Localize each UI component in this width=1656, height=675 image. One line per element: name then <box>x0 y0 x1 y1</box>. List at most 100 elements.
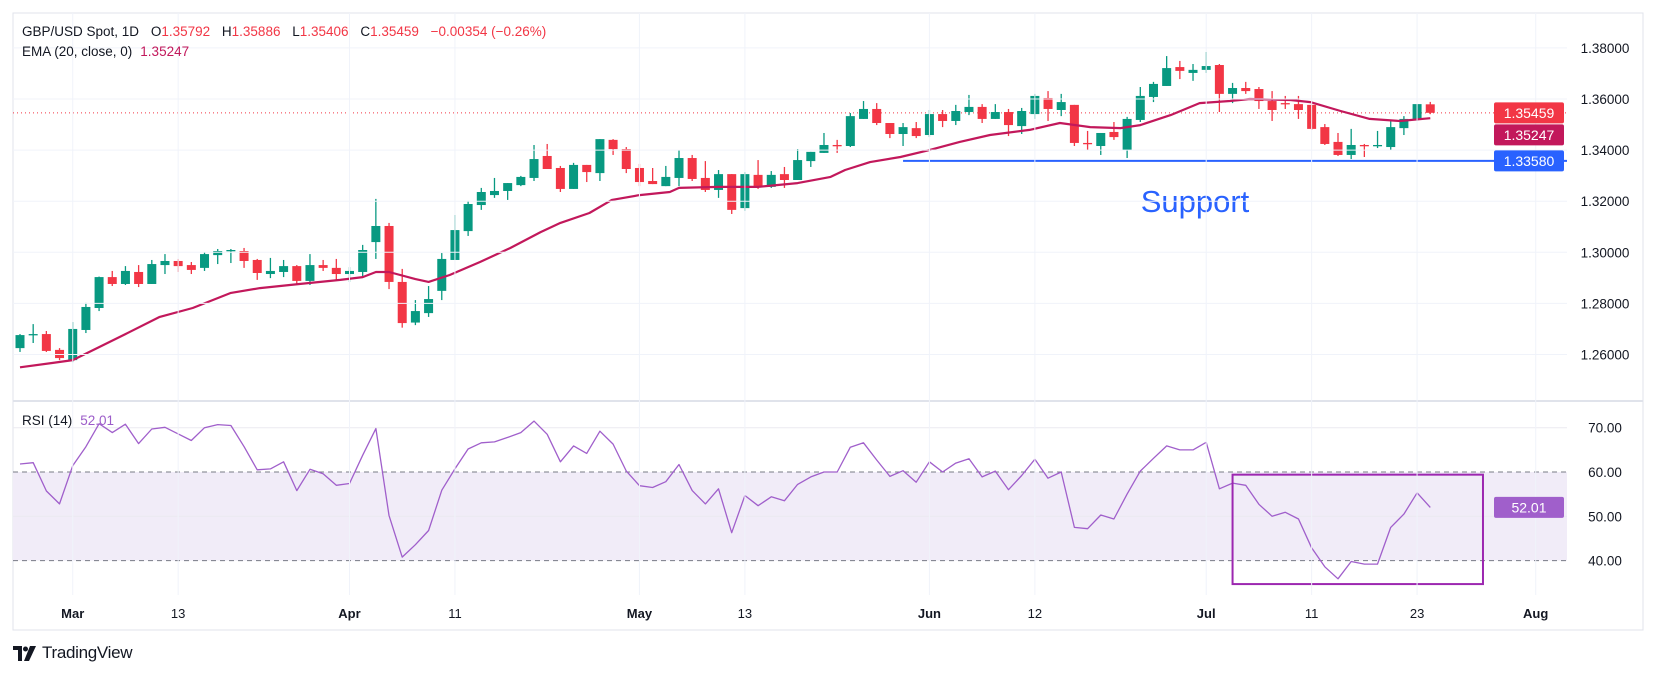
candle-down[interactable] <box>1043 91 1053 121</box>
candle-down[interactable] <box>252 258 262 280</box>
candle-body <box>1096 132 1106 147</box>
candle-up[interactable] <box>213 248 223 265</box>
candle-up[interactable] <box>1096 132 1106 155</box>
candle-down[interactable] <box>1320 124 1330 145</box>
candle-up[interactable] <box>424 286 434 317</box>
candle-up[interactable] <box>476 187 486 210</box>
candle-down[interactable] <box>727 174 737 214</box>
candle-down[interactable] <box>753 160 763 189</box>
candle-up[interactable] <box>1399 116 1409 136</box>
candle-body <box>1333 141 1343 155</box>
candle-down[interactable] <box>134 265 144 288</box>
symbol-title[interactable]: GBP/USD Spot, 1D <box>22 24 140 39</box>
candle-up[interactable] <box>1188 63 1198 81</box>
candle-up[interactable] <box>279 259 289 278</box>
candle-down[interactable] <box>885 123 895 139</box>
candle-up[interactable] <box>200 252 210 271</box>
candle-up[interactable] <box>503 183 513 200</box>
candle-up[interactable] <box>990 104 1000 119</box>
candle-down[interactable] <box>1254 86 1264 109</box>
candle-up[interactable] <box>147 259 157 284</box>
candle-down[interactable] <box>872 103 882 126</box>
candle-up[interactable] <box>1386 120 1396 151</box>
candle-down[interactable] <box>938 109 948 128</box>
candle-body <box>1148 83 1158 97</box>
candle-down[interactable] <box>1425 101 1435 115</box>
candle-up[interactable] <box>806 151 816 167</box>
candle-up[interactable] <box>1056 93 1066 117</box>
candle-up[interactable] <box>1346 128 1356 160</box>
candle-up[interactable] <box>305 254 315 286</box>
candle-down[interactable] <box>621 147 631 174</box>
candle-down[interactable] <box>648 167 658 185</box>
candle-up[interactable] <box>1135 86 1145 122</box>
x-tick-label: 11 <box>448 606 462 621</box>
candle-down[interactable] <box>186 262 196 275</box>
candle-up[interactable] <box>81 302 91 334</box>
candle-up[interactable] <box>674 150 684 187</box>
candle-down[interactable] <box>331 258 341 280</box>
candle-up[interactable] <box>516 175 526 187</box>
candle-up[interactable] <box>964 94 974 116</box>
candle-up[interactable] <box>28 324 38 344</box>
tradingview-logo[interactable]: TradingView <box>13 643 133 663</box>
candle-up[interactable] <box>120 266 130 286</box>
candle-down[interactable] <box>911 121 921 139</box>
candle-up[interactable] <box>94 276 104 312</box>
candle-down[interactable] <box>41 330 51 352</box>
candle-up[interactable] <box>661 165 671 187</box>
candle-up[interactable] <box>463 200 473 236</box>
x-tick-label: 13 <box>171 606 185 621</box>
support-price-badge: 1.33580 <box>1494 150 1564 172</box>
candle-up[interactable] <box>371 198 381 259</box>
candle-down[interactable] <box>239 247 249 268</box>
rsi-label[interactable]: RSI (14) <box>22 413 73 428</box>
candle-down[interactable] <box>107 270 117 287</box>
candle-up[interactable] <box>951 104 961 126</box>
candle-down[interactable] <box>1280 95 1290 109</box>
candle-up[interactable] <box>1017 107 1027 135</box>
candle-down[interactable] <box>832 139 842 153</box>
candle-down[interactable] <box>1267 91 1277 121</box>
support-price-badge-text: 1.33580 <box>1504 153 1555 169</box>
candle-up[interactable] <box>569 162 579 189</box>
candle-up[interactable] <box>410 300 420 326</box>
candle-up[interactable] <box>793 149 803 180</box>
candle-up[interactable] <box>160 254 170 275</box>
candle-down[interactable] <box>555 165 565 193</box>
candle-down[interactable] <box>1175 60 1185 80</box>
candle-down[interactable] <box>687 154 697 182</box>
candle-up[interactable] <box>489 177 499 198</box>
ema-label[interactable]: EMA (20, close, 0) <box>22 44 133 59</box>
candle-up[interactable] <box>265 257 275 279</box>
rsi-annotation-box[interactable] <box>1231 473 1484 586</box>
candle-up[interactable] <box>714 170 724 198</box>
candle-up[interactable] <box>358 244 368 278</box>
candle-up[interactable] <box>1373 130 1383 149</box>
ema-legend: EMA (20, close, 0) 1.35247 <box>22 44 189 59</box>
candle-down[interactable] <box>292 265 302 284</box>
candle-down[interactable] <box>1083 130 1093 151</box>
candle-down[interactable] <box>1241 81 1251 94</box>
candle-up[interactable] <box>226 248 236 264</box>
candle-down[interactable] <box>582 164 592 183</box>
candle-down[interactable] <box>397 268 407 328</box>
candle-down[interactable] <box>542 143 552 170</box>
candle-up[interactable] <box>529 144 539 182</box>
candle-up[interactable] <box>859 101 869 119</box>
candle-up[interactable] <box>845 113 855 148</box>
candle-down[interactable] <box>608 139 618 155</box>
candle-up[interactable] <box>898 123 908 147</box>
candle-down[interactable] <box>1214 63 1224 113</box>
candle-up[interactable] <box>819 132 829 153</box>
candle-down[interactable] <box>977 104 987 124</box>
candle-down[interactable] <box>1109 121 1119 140</box>
candle-up[interactable] <box>15 334 25 352</box>
candle-up[interactable] <box>1162 56 1172 86</box>
candle-up[interactable] <box>595 139 605 182</box>
candle-up[interactable] <box>1122 116 1132 159</box>
candle-down[interactable] <box>1333 132 1343 156</box>
candle-down[interactable] <box>318 259 328 271</box>
candle-down[interactable] <box>384 222 394 290</box>
